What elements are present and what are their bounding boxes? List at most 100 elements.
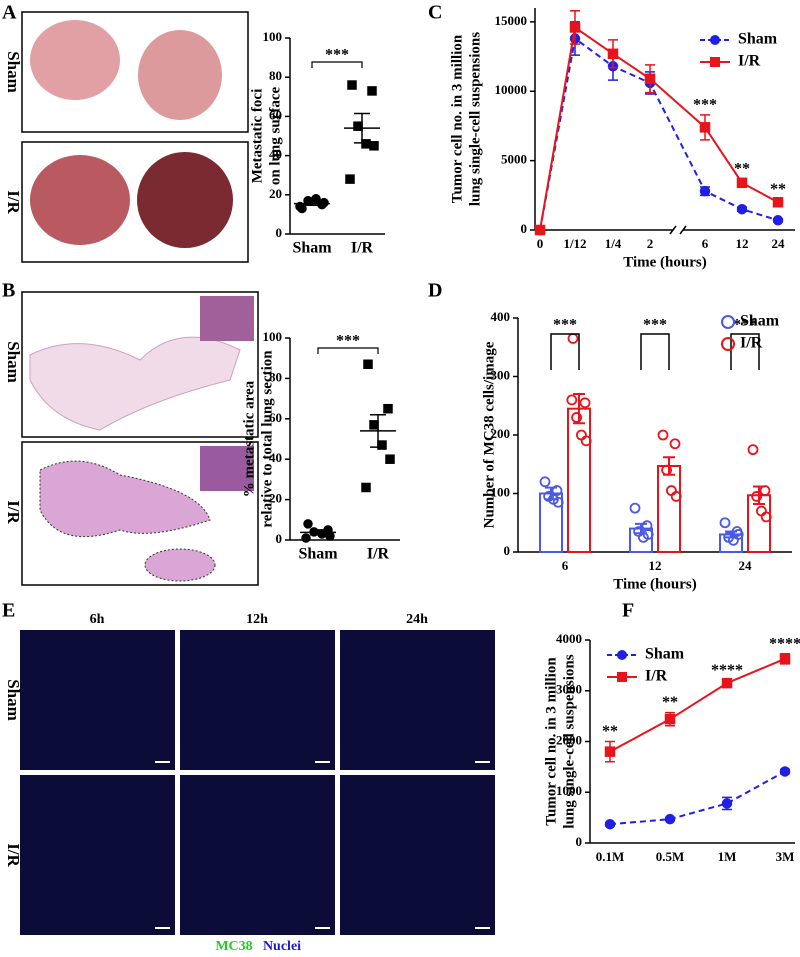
legend-marker	[710, 35, 720, 45]
y-axis-label: Metastatic foci	[249, 89, 265, 184]
column-label: 6h	[90, 612, 105, 627]
y-tick-label: 40	[269, 450, 282, 465]
data-point	[604, 818, 616, 830]
series-line	[609, 657, 786, 753]
data-point	[604, 746, 616, 757]
significance-label: ***	[336, 333, 360, 350]
row-label: I/R	[4, 190, 23, 214]
y-tick-label: 100	[263, 329, 283, 344]
data-point	[345, 174, 355, 184]
significance-label: ***	[643, 317, 667, 334]
x-tick-label: 2	[647, 236, 654, 251]
data-point	[642, 529, 654, 540]
x-tick-label: I/R	[351, 240, 374, 257]
legend-marker	[721, 337, 735, 351]
y-tick-label: 400	[491, 309, 511, 324]
y-tick-label: 80	[269, 369, 282, 384]
data-point	[567, 333, 579, 344]
data-point	[670, 491, 682, 502]
data-point	[566, 394, 578, 406]
series-line	[609, 770, 786, 826]
x-tick-label: 0.1M	[596, 849, 625, 864]
error-bar	[573, 393, 585, 425]
significance-label: ***	[733, 317, 757, 334]
y-tick-label: 3000	[556, 682, 582, 697]
y-tick-label: 1000	[556, 783, 582, 798]
data-point	[579, 397, 591, 409]
significance-label: ***	[325, 47, 349, 64]
data-point	[295, 201, 305, 212]
data-point	[385, 454, 395, 464]
significance-label: **	[602, 723, 618, 740]
significance-bracket	[550, 333, 580, 370]
legend-label: Sham	[645, 646, 685, 663]
significance-label: **	[734, 160, 750, 177]
data-point	[644, 73, 656, 85]
data-point	[534, 224, 546, 236]
legend-label: Sham	[740, 313, 780, 330]
data-point	[551, 485, 563, 496]
data-point	[367, 86, 377, 96]
data-point	[569, 22, 581, 33]
histology-images	[21, 291, 259, 586]
y-axis-label: relative to total lung section	[259, 350, 275, 528]
error-bar	[663, 456, 675, 476]
data-point	[353, 121, 363, 131]
data-point	[301, 533, 311, 543]
significance-bracket	[317, 347, 379, 354]
significance-label: ***	[553, 317, 577, 334]
row-label: I/R	[4, 500, 23, 524]
significance-label: ****	[711, 662, 743, 679]
y-tick-label: 0	[276, 531, 283, 546]
error-bar	[635, 522, 647, 535]
data-point	[699, 122, 711, 133]
y-axis-label: Number of MC38 cells/image	[481, 341, 497, 528]
y-tick-label: 60	[269, 107, 282, 122]
data-point	[669, 438, 681, 450]
panel-letter: E	[2, 600, 15, 622]
data-point	[772, 197, 784, 208]
y-axis-label: on lung surface	[267, 86, 283, 185]
x-tick-label: 1/12	[563, 236, 586, 251]
y-tick-label: 0	[576, 834, 583, 849]
data-point	[347, 80, 357, 90]
x-tick-label: 12	[736, 236, 749, 251]
legend-label: I/R	[740, 335, 763, 352]
x-tick-label: Sham	[298, 546, 338, 563]
panel-letter: C	[428, 2, 442, 24]
y-tick-label: 100	[491, 484, 511, 499]
legend-marker	[710, 57, 720, 67]
data-point	[607, 48, 619, 60]
data-point	[325, 531, 335, 541]
axis-break	[673, 227, 683, 233]
y-tick-label: 40	[269, 147, 282, 162]
data-point	[539, 476, 551, 488]
data-point	[736, 203, 748, 215]
data-point	[664, 813, 676, 825]
data-point	[383, 403, 393, 414]
bar	[657, 465, 681, 554]
y-tick-label: 80	[269, 68, 282, 83]
data-point	[736, 177, 748, 189]
significance-bracket	[730, 333, 760, 370]
y-axis-label: Tumor cell no. in 3 million	[543, 657, 559, 826]
row-label: Sham	[4, 341, 23, 383]
y-tick-label: 20	[269, 186, 282, 201]
y-tick-label: 10000	[495, 82, 528, 97]
y-tick-label: 200	[491, 426, 511, 441]
x-tick-label: 1/4	[605, 236, 622, 251]
data-point	[779, 766, 791, 777]
row-label: Sham	[4, 51, 23, 93]
legend-marker	[617, 672, 627, 682]
data-point	[629, 502, 641, 514]
y-axis-label: Tumor cell no. in 3 million	[449, 34, 465, 203]
data-point	[779, 653, 791, 665]
x-tick-label: 6	[562, 558, 569, 573]
y-tick-label: 0	[504, 543, 511, 558]
legend-marker	[617, 650, 627, 660]
data-point	[319, 197, 329, 208]
y-axis-label: lung single-cell suspensions	[561, 654, 577, 828]
data-point	[721, 798, 733, 809]
error-bar	[725, 530, 737, 539]
error-bar	[753, 485, 765, 506]
